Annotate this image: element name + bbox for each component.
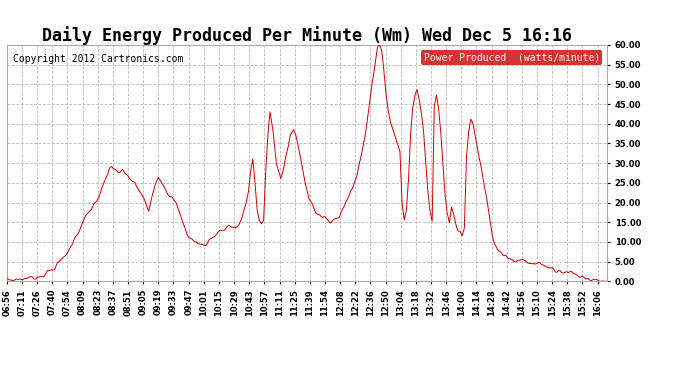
Text: Copyright 2012 Cartronics.com: Copyright 2012 Cartronics.com <box>13 54 184 64</box>
Legend: Power Produced  (watts/minute): Power Produced (watts/minute) <box>421 50 602 65</box>
Title: Daily Energy Produced Per Minute (Wm) Wed Dec 5 16:16: Daily Energy Produced Per Minute (Wm) We… <box>42 26 572 45</box>
